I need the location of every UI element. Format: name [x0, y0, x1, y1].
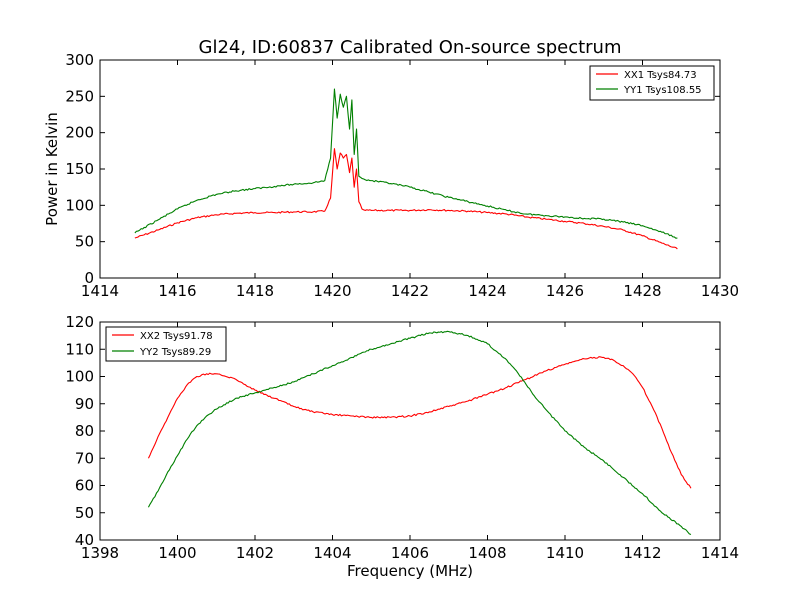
- top-legend-label-xx1: XX1 Tsys84.73: [624, 70, 697, 81]
- x-tick-label: 1422: [391, 282, 429, 300]
- x-tick-label: 1404: [313, 544, 351, 562]
- x-tick-label: 1428: [623, 282, 661, 300]
- chart-title: Gl24, ID:60837 Calibrated On-source spec…: [199, 37, 622, 58]
- bottom-legend-box: [105, 326, 227, 362]
- y-tick-label: 110: [65, 340, 94, 358]
- y-tick-label: 200: [65, 124, 94, 142]
- top-legend-box: [589, 65, 715, 101]
- series-line-xx1: [134, 148, 678, 250]
- x-tick-label: 1418: [236, 282, 274, 300]
- bottom-legend-label-xx2: XX2 Tsys91.78: [140, 331, 213, 342]
- x-tick-label: 1402: [236, 544, 274, 562]
- x-tick-label: 1408: [468, 544, 506, 562]
- y-tick-label: 60: [75, 477, 94, 495]
- top-legend-label-yy1: YY1 Tsys108.55: [623, 85, 702, 96]
- y-tick-label: 90: [75, 395, 94, 413]
- x-tick-label: 1400: [158, 544, 196, 562]
- y-tick-label: 150: [65, 160, 94, 178]
- y-tick-label: 70: [75, 449, 94, 467]
- y-tick-label: 0: [84, 269, 94, 287]
- bottom-series-lines: [147, 330, 692, 536]
- y-tick-label: 40: [75, 531, 94, 549]
- y-tick-label: 80: [75, 422, 94, 440]
- series-line-yy2: [147, 330, 692, 536]
- x-tick-label: 1426: [546, 282, 584, 300]
- series-line-yy1: [134, 88, 678, 239]
- y-tick-label: 50: [75, 504, 94, 522]
- bottom-x-axis-label: Frequency (MHz): [347, 562, 473, 580]
- y-tick-label: 50: [75, 233, 94, 251]
- x-tick-label: 1420: [313, 282, 351, 300]
- top-legend: XX1 Tsys84.73 YY1 Tsys108.55: [589, 65, 715, 101]
- bottom-y-axis-ticks: 40 50 60 70 80 90 100 110 120: [65, 313, 720, 549]
- x-tick-label: 1414: [81, 282, 119, 300]
- x-tick-label: 1398: [81, 544, 119, 562]
- bottom-spectrum-panel: 1398 1400 1402 1404 1406 1408 1410 1412 1414 40 5…: [65, 313, 739, 580]
- y-tick-label: 300: [65, 51, 94, 69]
- top-x-axis-ticks: 1414 1416 1418 1420 1422 1424 1426 1428 1430: [81, 60, 739, 300]
- series-line-xx2: [147, 356, 692, 489]
- bottom-legend: XX2 Tsys91.78 YY2 Tsys89.29: [105, 326, 227, 362]
- y-tick-label: 250: [65, 87, 94, 105]
- x-tick-label: 1424: [468, 282, 506, 300]
- top-series-lines: [134, 88, 678, 250]
- y-tick-label: 100: [65, 196, 94, 214]
- x-tick-label: 1406: [391, 544, 429, 562]
- y-tick-label: 120: [65, 313, 94, 331]
- y-tick-label: 100: [65, 368, 94, 386]
- x-tick-label: 1430: [701, 282, 739, 300]
- top-y-axis-label: Power in Kelvin: [43, 112, 61, 226]
- x-tick-label: 1410: [546, 544, 584, 562]
- bottom-x-axis-ticks: 1398 1400 1402 1404 1406 1408 1410 1412 1414: [81, 322, 739, 562]
- top-y-axis-ticks: 0 50 100 150 200 250 300: [65, 51, 720, 287]
- x-tick-label: 1414: [701, 544, 739, 562]
- x-tick-label: 1416: [158, 282, 196, 300]
- bottom-legend-label-yy2: YY2 Tsys89.29: [139, 347, 211, 358]
- top-spectrum-panel: 1414 1416 1418 1420 1422 1424 1426 1428 1430 0 50…: [43, 51, 739, 300]
- x-tick-label: 1412: [623, 544, 661, 562]
